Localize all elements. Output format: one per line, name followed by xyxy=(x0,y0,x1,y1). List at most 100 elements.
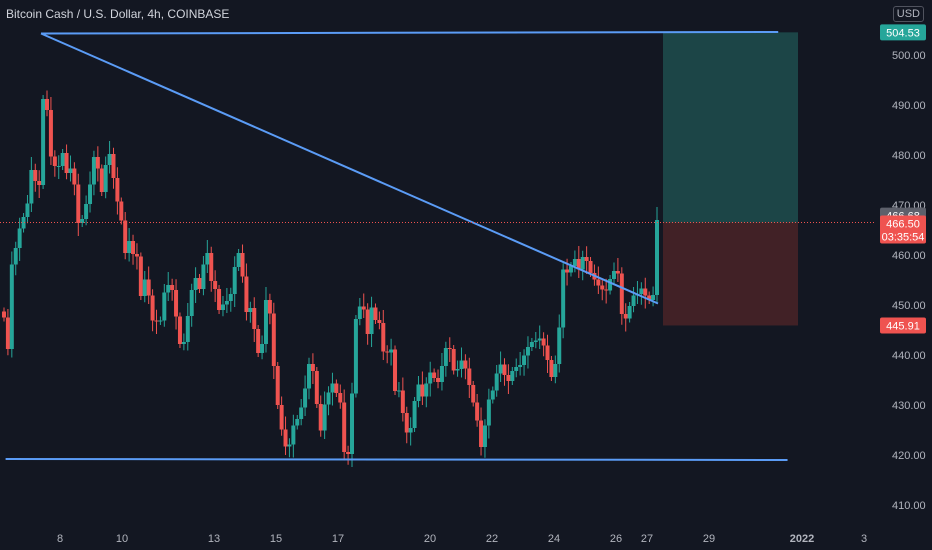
candle-body xyxy=(217,289,222,310)
price-tick-label: 420.00 xyxy=(892,450,926,462)
candle-body xyxy=(475,402,480,421)
candle-body xyxy=(580,257,585,270)
candle-body xyxy=(486,399,491,426)
candle-body xyxy=(283,429,288,447)
drawn-trendlines[interactable] xyxy=(5,31,788,461)
time-tick-label: 3 xyxy=(861,533,867,545)
resistance-line[interactable] xyxy=(41,31,779,35)
candle-body xyxy=(72,168,77,185)
long-position-tool[interactable] xyxy=(663,32,798,326)
candle-body xyxy=(471,385,476,403)
candle-body xyxy=(240,253,245,277)
candle-body xyxy=(627,306,632,319)
candle-body xyxy=(576,259,581,270)
price-tick-label: 490.00 xyxy=(892,100,926,112)
candle-body xyxy=(9,264,14,349)
candle-body xyxy=(33,170,38,181)
candle-body xyxy=(48,110,53,157)
candle-body xyxy=(252,308,257,329)
candle-body xyxy=(142,279,147,296)
candle-body xyxy=(291,425,296,445)
candle-body xyxy=(41,99,46,185)
price-tag-value: 466.50 xyxy=(886,219,920,231)
candle-body xyxy=(177,316,182,344)
candle-body xyxy=(338,393,343,403)
candle-body xyxy=(443,348,448,366)
candle-body xyxy=(256,329,261,353)
candlestick-series xyxy=(2,90,659,467)
time-tick-label: 8 xyxy=(57,533,63,545)
descending-trend-line[interactable] xyxy=(40,32,659,305)
candle-body xyxy=(553,364,558,377)
candle-body xyxy=(17,228,22,248)
candle-body xyxy=(84,204,89,219)
candle-body xyxy=(479,420,484,447)
price-tag xyxy=(880,215,926,244)
candle-body xyxy=(604,289,609,291)
time-tick-label: 2022 xyxy=(790,533,814,545)
candle-body xyxy=(275,366,280,405)
candle-body xyxy=(377,320,382,323)
candle-body xyxy=(514,367,519,371)
candle-body xyxy=(623,314,628,319)
candle-body xyxy=(537,338,542,341)
candle-body xyxy=(615,271,620,274)
candle-body xyxy=(322,404,327,431)
time-tick-label: 13 xyxy=(208,533,220,545)
price-tag-countdown: 03:35:54 xyxy=(882,232,925,244)
time-tick-label: 10 xyxy=(116,533,128,545)
price-tick-label: 500.00 xyxy=(892,50,926,62)
candle-body xyxy=(643,288,648,296)
candle-body xyxy=(224,301,229,305)
time-tick-label: 17 xyxy=(332,533,344,545)
candle-body xyxy=(400,390,405,413)
candle-body xyxy=(506,375,511,381)
candle-body xyxy=(134,254,139,257)
candle-body xyxy=(193,278,198,290)
candle-body xyxy=(510,371,515,381)
price-tick-label: 410.00 xyxy=(892,500,926,512)
candle-body xyxy=(314,371,319,404)
candle-body xyxy=(545,345,550,360)
candle-body xyxy=(529,342,534,347)
candle-body xyxy=(455,369,460,371)
support-line[interactable] xyxy=(5,458,788,461)
candle-body xyxy=(13,248,18,265)
candle-body xyxy=(115,178,120,202)
candle-body xyxy=(568,266,573,273)
candle-body xyxy=(88,184,93,204)
candle-body xyxy=(565,269,570,273)
candle-body xyxy=(209,253,214,281)
candle-body xyxy=(561,269,566,328)
candle-body xyxy=(95,157,100,169)
chart-title: Bitcoin Cash / U.S. Dollar, 4h, COINBASE xyxy=(6,7,230,21)
candle-body xyxy=(639,288,644,294)
time-tick-label: 27 xyxy=(641,533,653,545)
candle-body xyxy=(162,292,167,321)
candle-body xyxy=(436,378,441,382)
candle-body xyxy=(185,316,190,342)
candle-body xyxy=(56,166,61,167)
candle-body xyxy=(154,320,159,322)
candle-body xyxy=(439,366,444,382)
candle-body xyxy=(404,413,409,433)
candle-body xyxy=(37,181,42,185)
candle-body xyxy=(494,373,499,391)
candle-body xyxy=(342,402,347,452)
candle-body xyxy=(21,217,26,229)
candle-body xyxy=(369,307,374,334)
price-axis-background[interactable] xyxy=(876,0,932,550)
candle-body xyxy=(451,349,456,371)
currency-selector[interactable]: USD xyxy=(892,6,924,22)
candle-body xyxy=(596,279,601,286)
candle-body xyxy=(608,279,613,291)
candle-body xyxy=(271,313,276,366)
candle-body xyxy=(111,154,116,178)
price-tick-label: 480.00 xyxy=(892,150,926,162)
candle-body xyxy=(334,383,339,393)
price-axis: 410.00420.00430.00440.00450.00460.00470.… xyxy=(892,50,926,512)
candle-body xyxy=(498,364,503,374)
candle-body xyxy=(385,351,390,353)
